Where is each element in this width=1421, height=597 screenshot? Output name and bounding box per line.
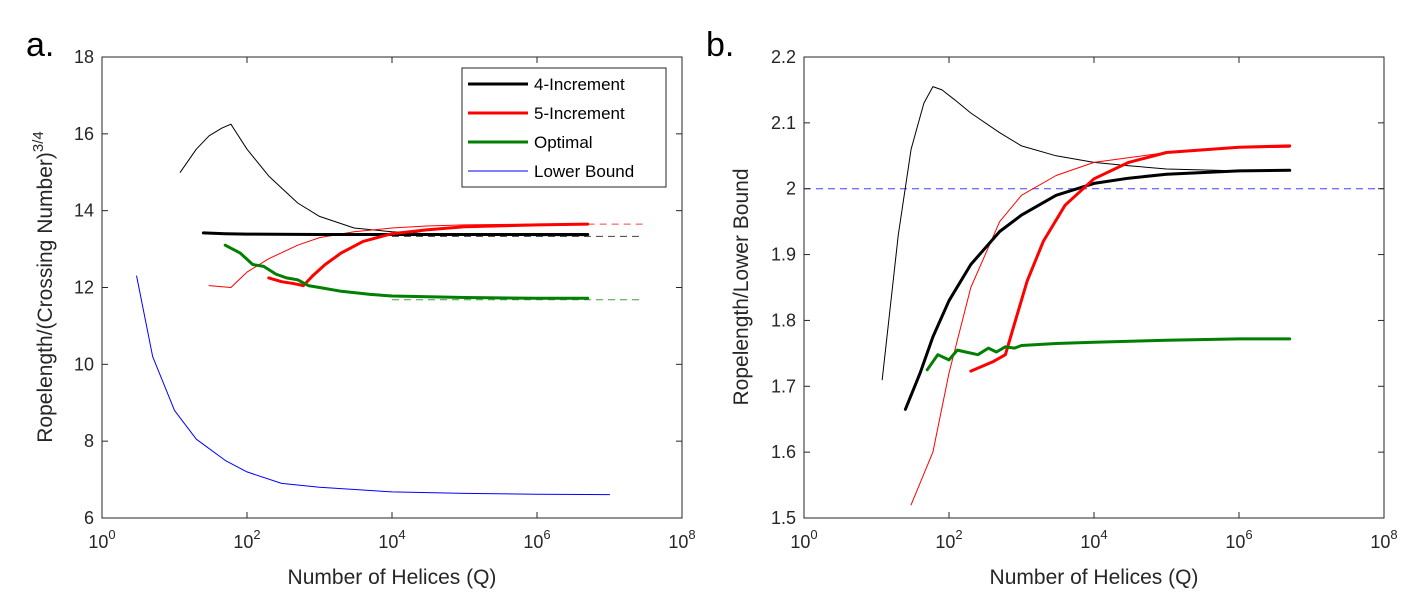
panel-b-x-tick-label: 102 [935, 527, 962, 552]
panel-b-y-tick-label: 1.8 [771, 310, 796, 330]
panel-a-y-axis-label-base: Ropelength/(Crossing Number) [34, 152, 57, 443]
panel-b-y-tick-label: 2 [786, 179, 796, 199]
panel-b-x-tick-exponent: 0 [810, 527, 817, 542]
panel-a-x-tick-exponent: 8 [688, 527, 695, 542]
panel-a-y-tick-label: 12 [74, 278, 94, 298]
panel-a-y-tick-label: 14 [74, 201, 94, 221]
legend-label-lower-bound: Lower Bound [534, 162, 634, 181]
panel-b-label: b. [706, 26, 734, 64]
panel-a-y-axis-label-exponent: 3/4 [30, 131, 47, 152]
panel-a-series-lower-bound [136, 275, 610, 496]
panel-b-x-tick-exponent: 8 [1390, 527, 1397, 542]
panel-a-x-tick-exponent: 0 [108, 527, 115, 542]
panel-b-x-tick-label: 108 [1370, 527, 1397, 552]
legend-label-4-increment: 4-Increment [534, 75, 625, 94]
panel-a-x-tick-exponent: 4 [398, 527, 405, 542]
panel-a-label: a. [26, 26, 54, 64]
panel-a-x-tick-base: 10 [88, 532, 108, 552]
panel-b-x-tick-base: 10 [790, 532, 810, 552]
panel-a-x-tick-label: 104 [378, 527, 405, 552]
panel-b-series-4-increment-thin [881, 86, 1291, 381]
panel-a-y-tick-label: 18 [74, 47, 94, 67]
panel-b-x-tick-label: 100 [790, 527, 817, 552]
panel-b-y-tick-label: 1.9 [771, 245, 796, 265]
panel-a-x-tick-base: 10 [378, 532, 398, 552]
panel-b-x-tick-base: 10 [1080, 532, 1100, 552]
panel-a-x-tick-base: 10 [523, 532, 543, 552]
legend-box [461, 67, 667, 188]
panel-a-y-tick-label: 6 [84, 508, 94, 528]
panel-b-series-optimal [925, 337, 1292, 372]
panel-a-x-tick-base: 10 [233, 532, 253, 552]
panel-b-x-tick-exponent: 4 [1100, 527, 1107, 542]
panel-a-x-tick-label: 100 [88, 527, 115, 552]
legend-label-optimal: Optimal [534, 133, 593, 152]
panel-b: b. 100 102 104 106 1081.51.61.71.81.922.12.2… [706, 26, 1398, 589]
panel-b-x-axis-label: Number of Helices (Q) [990, 566, 1199, 589]
panel-b-x-tick-exponent: 6 [1245, 527, 1252, 542]
panel-b-series-5-increment [969, 144, 1292, 373]
panel-b-y-tick-label: 1.7 [771, 376, 796, 396]
panel-a-x-tick-label: 108 [668, 527, 695, 552]
panel-a-y-axis-label: Ropelength/(Crossing Number)3/4 [30, 131, 57, 443]
panel-a-x-tick-base: 10 [668, 532, 688, 552]
panel-b-x-tick-base: 10 [1370, 532, 1390, 552]
panel-a-x-tick-label: 102 [233, 527, 260, 552]
panel-a-series-5-increment [267, 222, 590, 288]
panel-b-y-axis-label: Ropelength/Lower Bound [730, 168, 753, 405]
panel-a-series-4-increment [201, 231, 590, 236]
panel-a-y-tick-label: 8 [84, 431, 94, 451]
panel-a-y-tick-label: 10 [74, 354, 94, 374]
panel-a-series-optimal [223, 243, 590, 300]
panel-b-plot-area [804, 57, 1384, 518]
panel-b-y-tick-label: 1.6 [771, 442, 796, 462]
panel-a-y-tick-label: 16 [74, 124, 94, 144]
panel-b-x-tick-exponent: 2 [955, 527, 962, 542]
legend-label-5-increment: 5-Increment [534, 104, 625, 123]
panel-a-x-axis-label: Number of Helices (Q) [288, 566, 497, 589]
panel-b-y-tick-label: 1.5 [771, 508, 796, 528]
panel-a-x-tick-exponent: 2 [253, 527, 260, 542]
panel-b-x-tick-label: 104 [1080, 527, 1107, 552]
panel-b-y-tick-label: 2.2 [771, 47, 796, 67]
panel-a-x-tick-label: 106 [523, 527, 550, 552]
panel-b-y-tick-label: 2.1 [771, 113, 796, 133]
panel-b-x-tick-base: 10 [935, 532, 955, 552]
panel-b-x-tick-label: 106 [1225, 527, 1252, 552]
panel-a-x-tick-exponent: 6 [543, 527, 550, 542]
panel-b-series-4-increment [903, 168, 1292, 411]
legend: 4-Increment 5-Increment Optimal Lower Bound [461, 67, 667, 188]
panel-b-x-tick-base: 10 [1225, 532, 1245, 552]
